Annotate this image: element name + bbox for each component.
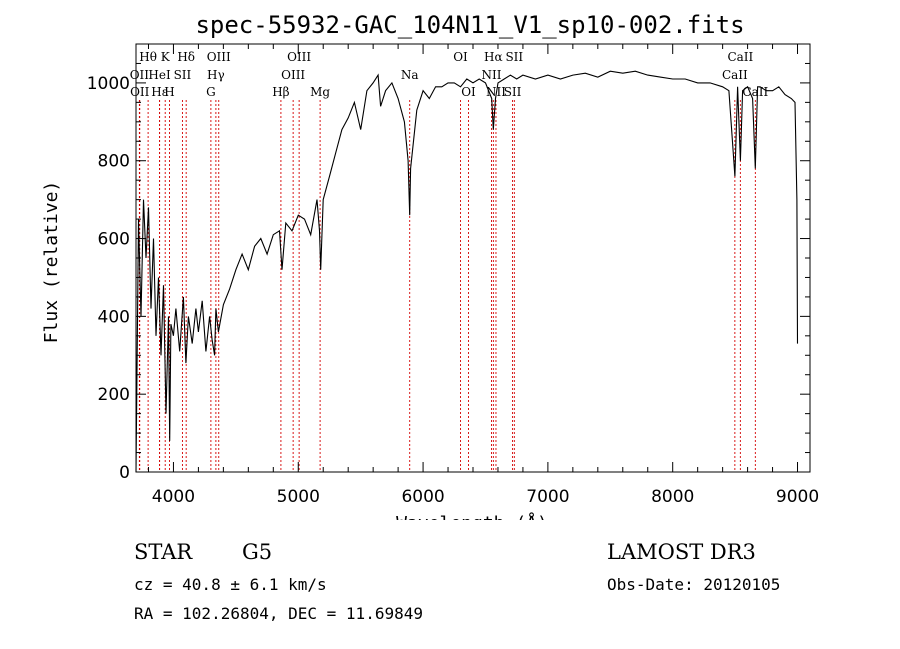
line-marker-label: OIII: [207, 50, 231, 64]
line-marker-label: H: [164, 85, 174, 99]
line-marker-label: CaII: [727, 50, 753, 64]
y-tick-label: 1000: [87, 74, 130, 94]
object-subclass: G5: [242, 540, 273, 564]
x-tick-label: 8000: [651, 487, 694, 507]
x-tick-label: 9000: [776, 487, 819, 507]
x-axis-label: Wavelength (Å): [396, 512, 548, 520]
line-marker-label: Hβ: [272, 85, 289, 99]
redshift-cz: cz = 40.8 ± 6.1 km/s: [134, 575, 327, 594]
line-marker-label: Hγ: [207, 68, 225, 82]
line-marker-label: SII: [504, 85, 522, 99]
line-marker-label: OIII: [281, 68, 305, 82]
line-marker-label: NII: [481, 68, 501, 82]
line-marker-label: Hα: [484, 50, 503, 64]
y-tick-label: 0: [119, 463, 130, 483]
line-marker-label: K: [161, 50, 171, 64]
line-marker-label: OII: [130, 85, 150, 99]
line-marker-label: CaII: [722, 68, 748, 82]
line-marker-label: G: [206, 85, 216, 99]
y-axis-label: Flux (relative): [41, 181, 62, 344]
line-marker-label: OIII: [287, 50, 311, 64]
y-tick-label: 400: [98, 307, 130, 327]
x-tick-label: 5000: [277, 487, 320, 507]
line-marker-label: OII: [130, 68, 150, 82]
line-marker-label: Hθ: [139, 50, 157, 64]
y-tick-label: 600: [98, 230, 130, 250]
survey-name: LAMOST DR3: [607, 540, 756, 564]
spectrum-chart: spec-55932-GAC_104N11_V1_sp10-002.fits H…: [41, 11, 819, 520]
line-marker-label: OI: [461, 85, 476, 99]
y-tick-label: 800: [98, 152, 130, 172]
axes: 4000 5000 6000 7000 8000 9000 0 200 400 600 800 100…: [87, 44, 819, 507]
coordinates: RA = 102.26804, DEC = 11.69849: [134, 604, 423, 623]
line-marker-label: SII: [174, 68, 192, 82]
x-tick-label: 4000: [152, 487, 195, 507]
line-marker-label: SII: [505, 50, 523, 64]
line-marker-label: HeI: [148, 68, 171, 82]
obs-date: Obs-Date: 20120105: [607, 575, 781, 594]
object-class: STAR: [134, 540, 193, 564]
plot-frame: [135, 43, 811, 473]
flux-series-line: [135, 70, 799, 473]
y-tick-label: 200: [98, 385, 130, 405]
line-marker-label: OI: [453, 50, 468, 64]
line-marker-label: Hδ: [177, 50, 195, 64]
line-marker-label: Na: [401, 68, 419, 82]
line-marker-label: Hε: [151, 85, 168, 99]
x-tick-label: 7000: [526, 487, 569, 507]
chart-title: spec-55932-GAC_104N11_V1_sp10-002.fits: [195, 11, 744, 39]
line-marker-label: Mg: [310, 85, 330, 99]
x-tick-label: 6000: [401, 487, 444, 507]
